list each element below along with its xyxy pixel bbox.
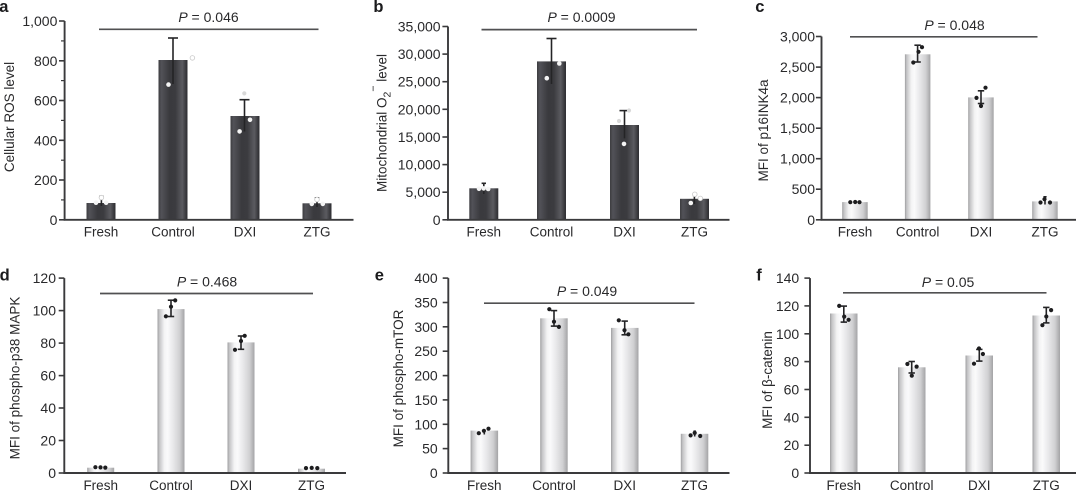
svg-text:ZTG: ZTG (304, 224, 331, 239)
svg-text:1,500: 1,500 (780, 120, 815, 136)
svg-text:350: 350 (414, 295, 438, 311)
svg-text:200: 200 (34, 172, 58, 188)
svg-text:100: 100 (33, 303, 57, 319)
svg-text:MFI of phospho-mTOR: MFI of phospho-mTOR (391, 309, 406, 447)
svg-text:140: 140 (776, 270, 800, 286)
svg-text:20,000: 20,000 (398, 101, 441, 117)
svg-text:Fresh: Fresh (827, 478, 862, 491)
svg-text:100: 100 (776, 326, 800, 342)
svg-text:P = 0.046: P = 0.046 (178, 9, 239, 25)
svg-text:20: 20 (784, 437, 800, 453)
svg-text:20: 20 (40, 433, 56, 449)
svg-text:1,000: 1,000 (780, 151, 815, 167)
svg-text:MFI of p16INK4a: MFI of p16INK4a (756, 79, 771, 182)
svg-text:DXI: DXI (970, 224, 993, 239)
svg-text:60: 60 (40, 368, 56, 384)
svg-text:DXI: DXI (968, 478, 991, 491)
svg-text:400: 400 (34, 132, 58, 148)
svg-text:120: 120 (33, 270, 57, 286)
svg-text:100: 100 (414, 416, 438, 432)
svg-text:40: 40 (784, 409, 800, 425)
svg-text:60: 60 (784, 382, 800, 398)
svg-text:MFI of β-catenin: MFI of β-catenin (760, 331, 775, 429)
svg-text:Control: Control (151, 224, 195, 239)
svg-text:c: c (755, 0, 764, 16)
svg-text:Control: Control (530, 224, 574, 239)
svg-text:Cellular ROS level: Cellular ROS level (2, 62, 17, 172)
svg-text:ZTG: ZTG (1033, 478, 1060, 491)
svg-text:ZTG: ZTG (298, 478, 325, 491)
svg-text:25,000: 25,000 (398, 74, 441, 90)
svg-text:0: 0 (48, 465, 56, 481)
svg-text:d: d (0, 267, 10, 285)
svg-text:600: 600 (34, 93, 58, 109)
svg-text:0: 0 (430, 465, 438, 481)
svg-text:300: 300 (414, 319, 438, 335)
svg-text:15,000: 15,000 (398, 129, 441, 145)
svg-text:50: 50 (422, 441, 438, 457)
svg-text:500: 500 (792, 181, 816, 197)
svg-text:MFI of phospho-p38 MAPK: MFI of phospho-p38 MAPK (8, 297, 23, 460)
svg-text:40: 40 (40, 400, 56, 416)
svg-text:2,000: 2,000 (780, 90, 815, 106)
svg-text:Control: Control (896, 224, 940, 239)
svg-text:Fresh: Fresh (83, 478, 118, 491)
svg-text:P = 0.048: P = 0.048 (924, 17, 985, 33)
svg-text:b: b (373, 0, 383, 16)
svg-text:a: a (0, 0, 9, 16)
svg-text:DXI: DXI (234, 224, 257, 239)
svg-text:0: 0 (807, 212, 815, 228)
svg-text:P = 0.468: P = 0.468 (177, 274, 238, 290)
svg-text:3,000: 3,000 (780, 29, 815, 45)
svg-text:Fresh: Fresh (467, 478, 502, 491)
svg-text:150: 150 (414, 392, 438, 408)
svg-text:ZTG: ZTG (1032, 224, 1059, 239)
svg-text:200: 200 (414, 368, 438, 384)
svg-text:DXI: DXI (613, 224, 636, 239)
svg-text:400: 400 (414, 270, 438, 286)
svg-text:35,000: 35,000 (398, 19, 441, 35)
svg-text:Control: Control (532, 478, 576, 491)
svg-text:P = 0.049: P = 0.049 (557, 283, 618, 299)
svg-text:120: 120 (776, 298, 800, 314)
svg-text:30,000: 30,000 (398, 46, 441, 62)
svg-text:0: 0 (791, 465, 799, 481)
svg-text:Fresh: Fresh (838, 224, 873, 239)
svg-text:250: 250 (414, 343, 438, 359)
svg-text:1,000: 1,000 (22, 13, 57, 29)
svg-text:Control: Control (149, 478, 193, 491)
svg-text:P = 0.0009: P = 0.0009 (547, 9, 615, 25)
svg-text:DXI: DXI (613, 478, 636, 491)
svg-text:2,500: 2,500 (780, 59, 815, 75)
svg-text:ZTG: ZTG (681, 224, 708, 239)
svg-text:0: 0 (433, 212, 441, 228)
svg-text:0: 0 (50, 212, 58, 228)
svg-text:ZTG: ZTG (681, 478, 708, 491)
svg-text:e: e (375, 267, 384, 285)
svg-text:80: 80 (40, 335, 56, 351)
svg-text:f: f (756, 267, 762, 285)
svg-text:80: 80 (784, 354, 800, 370)
svg-text:P = 0.05: P = 0.05 (922, 274, 975, 290)
svg-text:Control: Control (890, 478, 934, 491)
svg-text:10,000: 10,000 (398, 157, 441, 173)
svg-text:800: 800 (34, 53, 58, 69)
svg-text:5,000: 5,000 (406, 184, 441, 200)
svg-text:Fresh: Fresh (84, 224, 119, 239)
svg-text:Fresh: Fresh (467, 224, 502, 239)
svg-text:DXI: DXI (230, 478, 253, 491)
